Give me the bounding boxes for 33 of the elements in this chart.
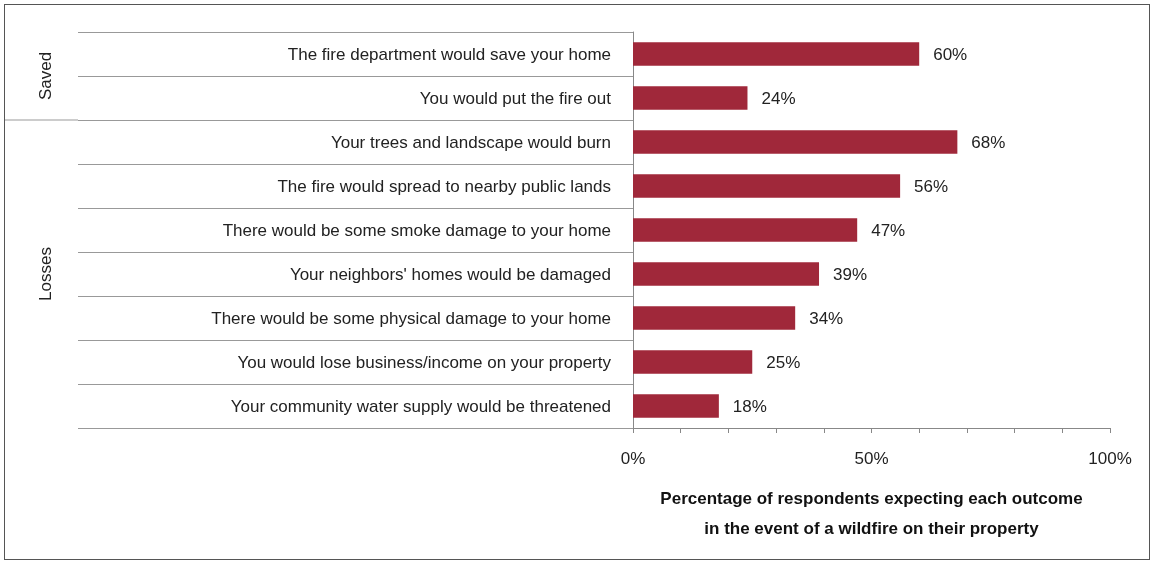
y-tick-label: Your community water supply would be threatened (230, 396, 611, 416)
y-tick-label: You would lose business/income on your property (237, 352, 612, 372)
data-label: 24% (761, 88, 796, 108)
y-tick-label: Your trees and landscape would burn (330, 132, 611, 152)
bar (633, 350, 753, 374)
y-tick-label: Your neighbors' homes would be damaged (289, 264, 611, 284)
text: Saved (35, 51, 55, 101)
x-axis-title: Percentage of respondents expecting each outcome in the event of a wildfire on their property (660, 488, 1083, 538)
bar (633, 394, 719, 418)
text: Losses (35, 247, 55, 301)
bar (633, 218, 858, 242)
y-tick-label: The fire would spread to nearby public lands (277, 176, 611, 196)
y-tick-label: There would be some smoke damage to your home (222, 220, 611, 240)
x-tick-label: 50% (854, 449, 889, 468)
data-label: 34% (809, 308, 844, 328)
data-label: 60% (933, 44, 968, 64)
x-tick-label: 0% (620, 449, 646, 468)
x-tick-label: 100% (1088, 449, 1132, 468)
y-tick-label: There would be some physical damage to your home (211, 308, 611, 328)
bar (633, 262, 820, 286)
bar (633, 86, 748, 110)
data-label: 56% (914, 176, 949, 196)
bar (633, 42, 920, 66)
bar (633, 174, 901, 198)
y-tick-label: The fire department would save your home (287, 44, 611, 64)
data-label: 25% (766, 352, 801, 372)
data-label: 39% (833, 264, 868, 284)
bar (633, 306, 796, 330)
data-label: 18% (732, 396, 767, 416)
data-label: 47% (871, 220, 906, 240)
bar (633, 130, 958, 154)
y-tick-label: You would put the fire out (419, 88, 612, 108)
data-label: 68% (971, 132, 1006, 152)
